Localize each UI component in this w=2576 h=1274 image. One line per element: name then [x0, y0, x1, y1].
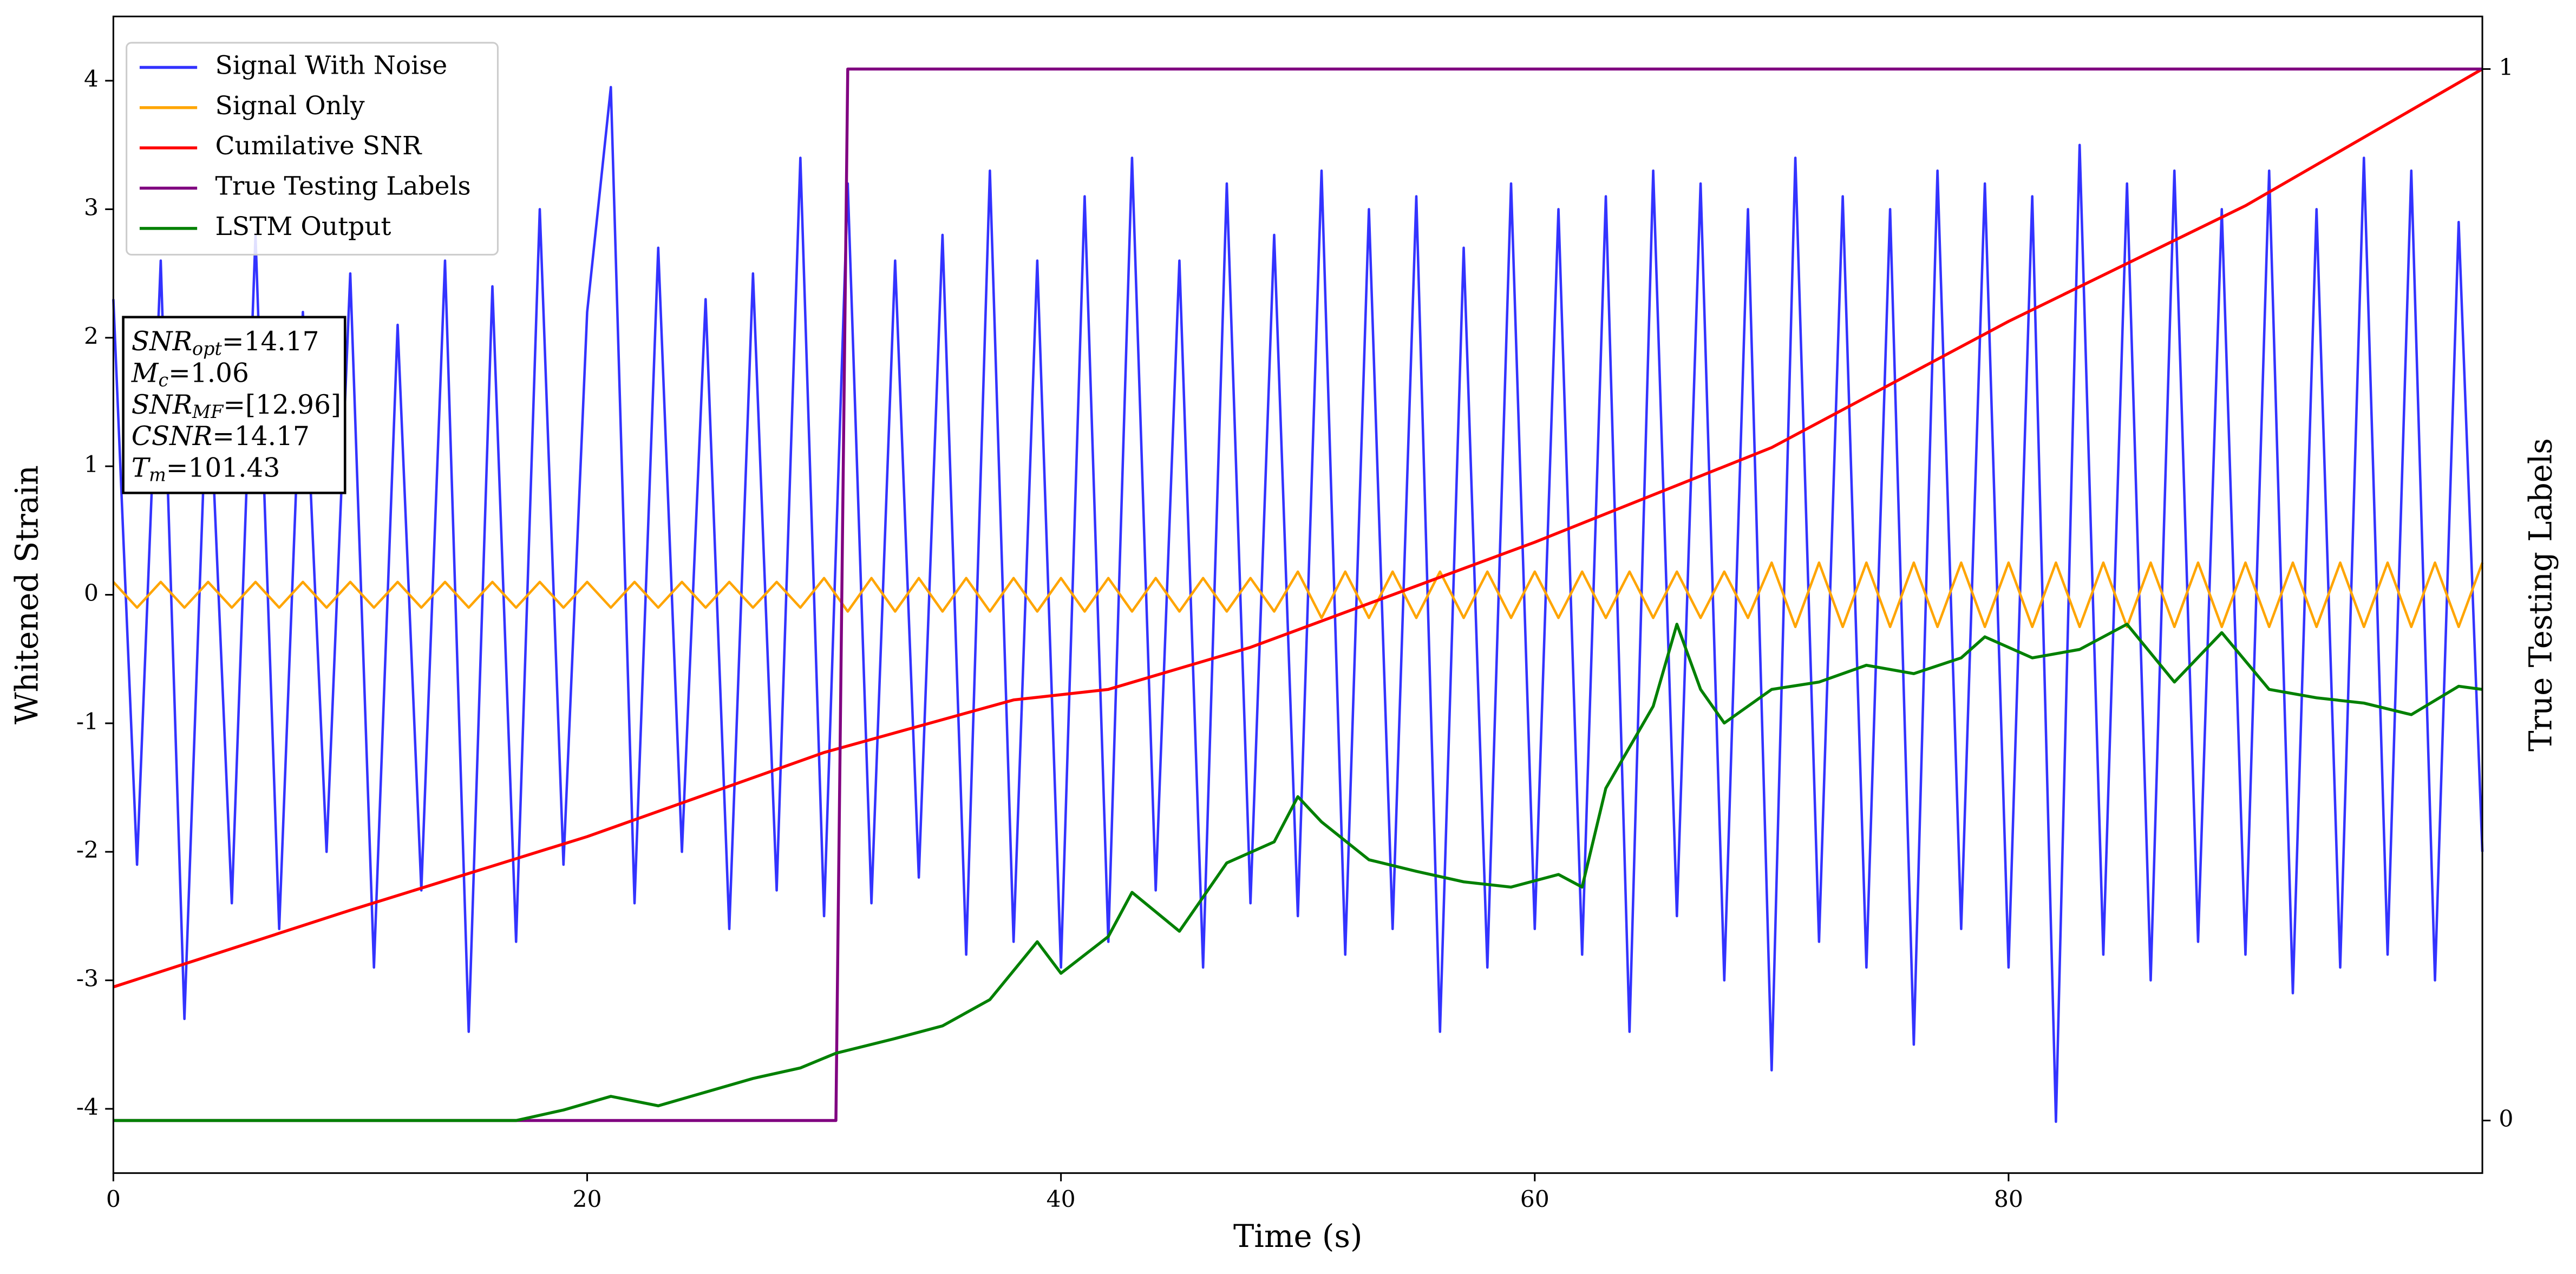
y2-tick-label: 1 — [2499, 54, 2513, 81]
series-line — [112, 561, 2484, 629]
annotation-frame — [122, 316, 346, 494]
annotation-value: =1.06 — [168, 358, 249, 388]
annotation-subscript: c — [158, 370, 168, 391]
legend-label: Signal Only — [215, 91, 365, 121]
annotation-value: =101.43 — [166, 453, 280, 483]
x-tick-label: 60 — [1520, 1186, 1549, 1213]
annotation-subscript: m — [149, 464, 166, 485]
annotation-line: CSNR=14.17 — [132, 421, 310, 452]
y-tick-label: -3 — [76, 966, 99, 992]
x-tick-label: 0 — [106, 1186, 121, 1213]
annotation-line: SNRopt=14.17 — [132, 326, 319, 360]
annotation-value: =14.17 — [212, 421, 310, 452]
legend-label: Cumilative SNR — [215, 131, 423, 161]
y-tick-label: 2 — [84, 323, 99, 350]
x-tick-label: 40 — [1047, 1186, 1076, 1213]
annotation-value: =14.17 — [222, 326, 319, 357]
x-axis-label: Time (s) — [1233, 1218, 1363, 1255]
annotation-symbol: CSNR — [132, 421, 212, 452]
annotation-symbol: SNR — [132, 389, 192, 420]
annotation-subscript: MF — [192, 401, 224, 422]
annotation-line: Tm=101.43 — [132, 453, 280, 486]
annotation-value: =[12.96] — [223, 389, 341, 420]
annotation-symbol: M — [131, 358, 159, 388]
series-line — [112, 86, 2484, 1123]
legend-frame — [126, 42, 499, 256]
legend-label: LSTM Output — [215, 212, 391, 241]
y-tick-label: 1 — [84, 452, 99, 478]
plot-area — [112, 67, 2484, 1123]
annotation-symbol: SNR — [132, 326, 192, 357]
annotation-line: SNRMF=[12.96] — [132, 389, 341, 422]
legend-label: True Testing Labels — [215, 171, 471, 201]
annotation-box: SNRopt=14.17Mc=1.06SNRMF=[12.96]CSNR=14.… — [122, 316, 346, 494]
y-tick-label: -2 — [76, 837, 99, 864]
series-line — [113, 623, 2483, 1122]
annotation-subscript: opt — [192, 338, 222, 359]
y2-axis-label: True Testing Labels — [2522, 438, 2559, 752]
legend-label: Signal With Noise — [215, 50, 448, 80]
x-tick-label: 80 — [1994, 1186, 2023, 1213]
series-line — [113, 68, 2483, 989]
y-tick-label: -4 — [76, 1094, 99, 1121]
y-axis-label: Whitened Strain — [9, 465, 45, 724]
y-tick-label: 0 — [84, 580, 99, 607]
y-tick-label: 4 — [84, 66, 99, 93]
annotation-symbol: T — [132, 453, 151, 483]
y-tick-label: 3 — [84, 194, 99, 221]
legend: Signal With Noise Signal Only Cumilative S… — [126, 42, 499, 256]
x-tick-label: 20 — [572, 1186, 601, 1213]
y2-tick-label: 0 — [2499, 1106, 2513, 1133]
y-tick-label: -1 — [76, 709, 99, 735]
annotation-line: Mc=1.06 — [131, 358, 249, 391]
